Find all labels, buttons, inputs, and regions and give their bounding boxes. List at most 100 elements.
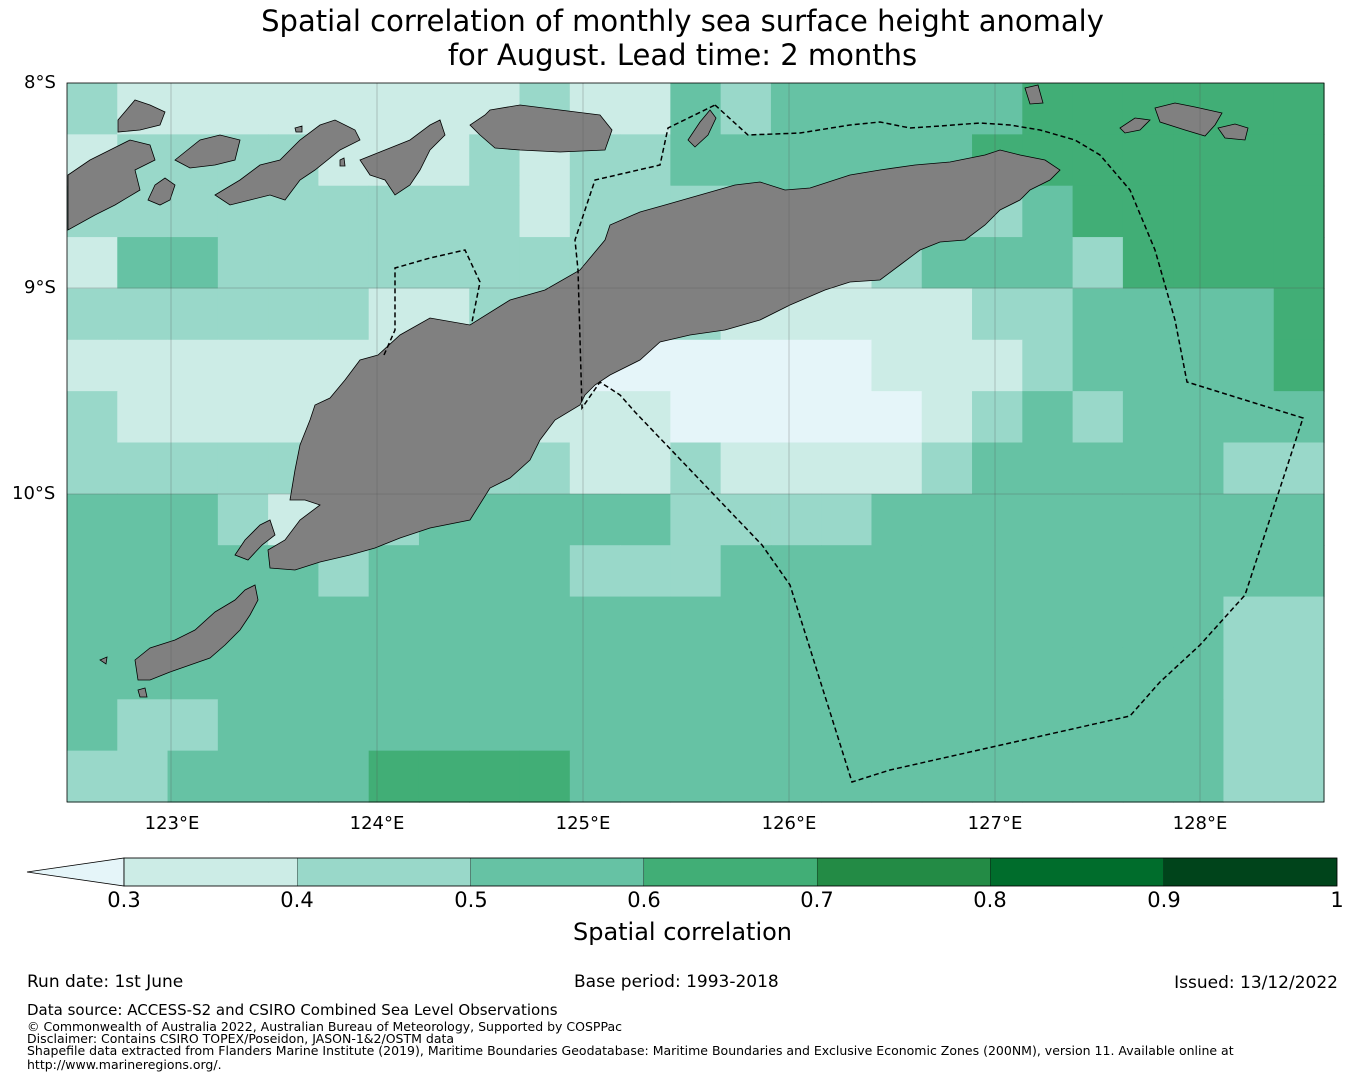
correlation-cell	[1122, 339, 1174, 392]
disclaimer: Disclaimer: Contains CSIRO TOPEX/Poseido…	[27, 1031, 455, 1046]
correlation-cell	[1022, 596, 1074, 649]
correlation-cell	[268, 288, 319, 341]
correlation-cell	[268, 339, 319, 392]
land-leti	[1154, 102, 1223, 137]
correlation-cell	[268, 647, 319, 700]
correlation-cell	[620, 545, 671, 598]
correlation-cell	[1072, 237, 1124, 290]
correlation-cell	[620, 134, 671, 187]
correlation-cell	[1122, 391, 1174, 444]
correlation-cell	[1122, 442, 1174, 495]
correlation-cell	[268, 596, 319, 649]
land-moa	[1217, 123, 1249, 141]
correlation-cell	[1223, 288, 1275, 341]
correlation-cell	[167, 442, 219, 495]
correlation-cell	[1223, 545, 1275, 598]
correlation-cell	[318, 750, 370, 803]
base-period: Base period: 1993-2018	[574, 972, 779, 992]
correlation-cell	[1022, 237, 1074, 290]
correlation-cell	[1022, 185, 1074, 238]
correlation-cell	[217, 339, 269, 392]
map-gridlines	[67, 83, 1324, 802]
correlation-cell	[1072, 391, 1124, 444]
correlation-cell	[972, 493, 1023, 546]
correlation-cell	[569, 596, 621, 649]
correlation-cell	[972, 750, 1023, 803]
correlation-cell	[519, 647, 571, 700]
land-flores-east	[214, 119, 361, 206]
correlation-cell	[1122, 750, 1174, 803]
correlation-cell	[871, 545, 923, 598]
colorbar-segment	[990, 857, 1164, 887]
correlation-cell	[1122, 185, 1174, 238]
correlation-cell	[1072, 442, 1124, 495]
correlation-cell	[1223, 442, 1275, 495]
correlation-cell	[670, 750, 722, 803]
correlation-cell	[821, 83, 873, 135]
correlation-cell	[1072, 185, 1124, 238]
correlation-cell	[1223, 699, 1275, 752]
correlation-cell	[921, 750, 973, 803]
correlation-cell	[720, 391, 772, 444]
correlation-cell	[1223, 493, 1275, 546]
correlation-cell	[67, 288, 118, 341]
lon-tick-label: 123°E	[144, 813, 200, 834]
correlation-cell	[519, 493, 571, 546]
correlation-cell	[67, 83, 118, 135]
correlation-cell	[1173, 699, 1225, 752]
correlation-cell	[1173, 134, 1225, 187]
lat-tick-label: 8°S	[24, 72, 56, 93]
correlation-cell	[117, 288, 169, 341]
correlation-cell	[217, 647, 269, 700]
correlation-cell	[821, 699, 873, 752]
correlation-cell	[418, 699, 470, 752]
correlation-cell	[1122, 699, 1174, 752]
correlation-cell	[519, 596, 571, 649]
correlation-cell	[67, 391, 118, 444]
correlation-cell	[167, 750, 219, 803]
colorbar-label: Spatial correlation	[572, 918, 793, 946]
correlation-cell	[871, 596, 923, 649]
correlation-cell	[67, 442, 118, 495]
correlation-cell	[871, 339, 923, 392]
correlation-cell	[117, 493, 169, 546]
correlation-cell	[318, 185, 370, 238]
shapefile-credit: Shapefile data extracted from Flanders M…	[27, 1043, 1234, 1058]
correlation-cell	[972, 545, 1023, 598]
correlation-cell	[720, 442, 772, 495]
correlation-cell	[569, 750, 621, 803]
land-lakor-north	[1024, 84, 1044, 105]
correlation-cell	[821, 339, 873, 392]
correlation-cell	[821, 391, 873, 444]
land-masses	[67, 84, 1249, 698]
correlation-cell	[67, 339, 118, 392]
issued-date: Issued: 13/12/2022	[1174, 973, 1338, 993]
correlation-cell	[1223, 647, 1275, 700]
correlation-cell	[67, 237, 118, 290]
correlation-cell	[469, 596, 521, 649]
correlation-cell	[921, 288, 973, 341]
eez-boundary	[574, 104, 1304, 783]
correlation-cell	[167, 83, 219, 135]
correlation-cell	[1173, 596, 1225, 649]
correlation-cell	[921, 493, 973, 546]
correlation-cell	[871, 83, 923, 135]
land-timor	[267, 149, 1061, 571]
correlation-cell	[1223, 237, 1275, 290]
correlation-cell	[972, 339, 1023, 392]
correlation-cell	[418, 83, 470, 135]
land-small-north	[117, 99, 166, 133]
land-small-islet-1	[147, 177, 176, 206]
correlation-cell	[418, 750, 470, 803]
correlation-cell	[720, 750, 772, 803]
correlation-cell	[670, 391, 722, 444]
correlation-cell	[368, 83, 420, 135]
correlation-cell	[1072, 288, 1124, 341]
correlation-cell	[1173, 391, 1225, 444]
correlation-cell	[1273, 185, 1325, 238]
correlation-cell	[1022, 545, 1074, 598]
correlation-cell	[167, 545, 219, 598]
correlation-cell	[821, 288, 873, 341]
correlation-cell	[821, 442, 873, 495]
correlation-cell	[770, 647, 822, 700]
